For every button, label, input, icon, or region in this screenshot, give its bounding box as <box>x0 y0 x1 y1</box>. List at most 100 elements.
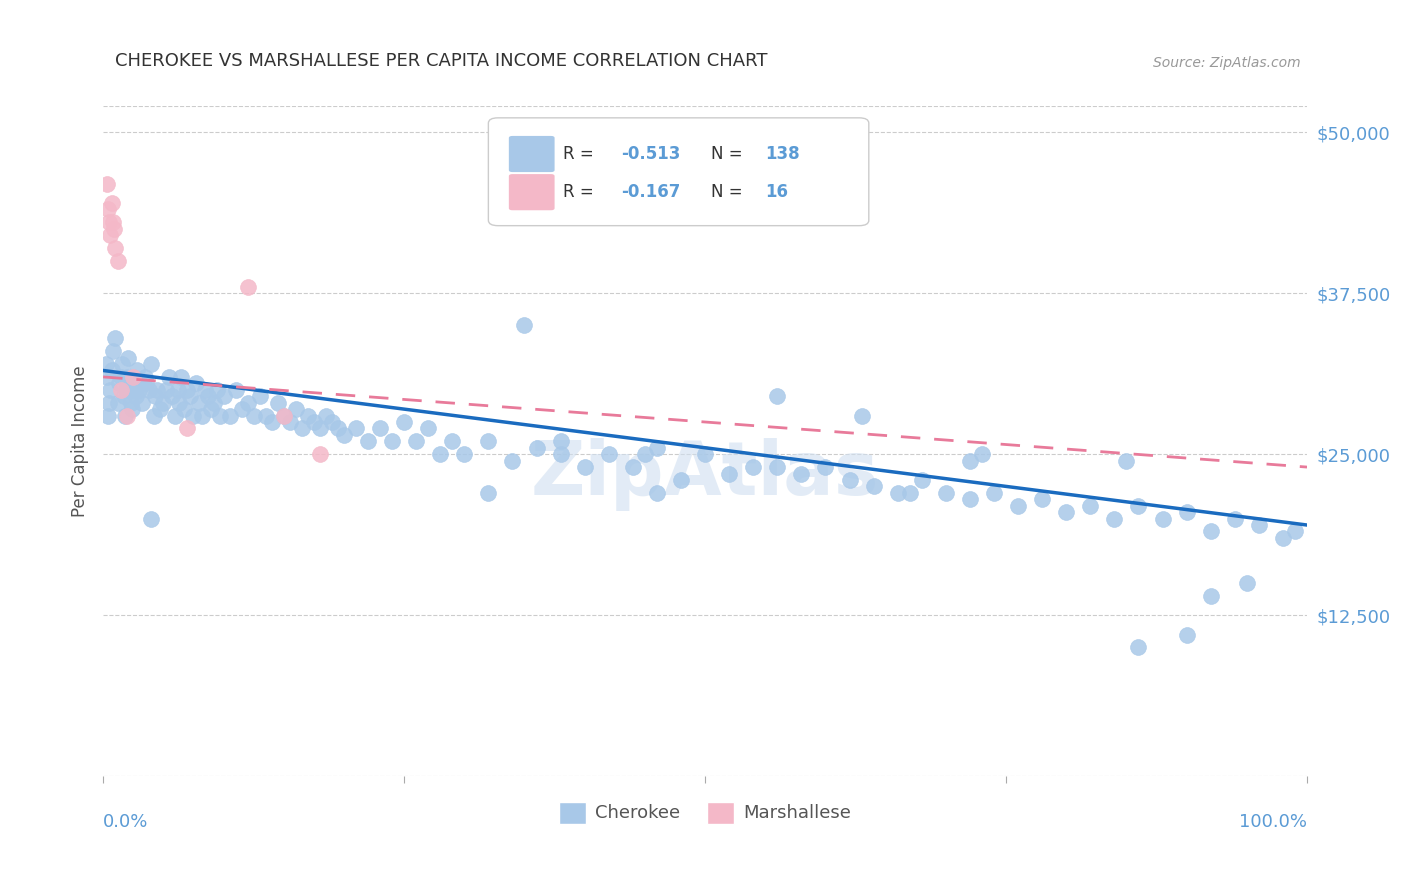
Point <box>598 447 620 461</box>
Point <box>254 409 277 423</box>
Point <box>118 383 141 397</box>
Point <box>121 402 143 417</box>
Point <box>98 395 121 409</box>
Point <box>212 389 235 403</box>
Point <box>107 376 129 391</box>
Text: R =: R = <box>562 183 599 202</box>
Point <box>194 383 217 397</box>
Point <box>141 357 163 371</box>
Point <box>100 196 122 211</box>
FancyBboxPatch shape <box>488 118 869 226</box>
Point <box>273 409 295 423</box>
Point <box>110 370 132 384</box>
Point <box>1104 511 1126 525</box>
Point <box>405 434 427 449</box>
Point <box>260 415 283 429</box>
Point <box>208 409 231 423</box>
Point <box>128 383 150 397</box>
Text: Source: ZipAtlas.com: Source: ZipAtlas.com <box>1153 55 1301 70</box>
Point <box>645 486 668 500</box>
Point <box>344 421 367 435</box>
Point <box>574 460 596 475</box>
Point <box>1007 499 1029 513</box>
Point <box>152 395 174 409</box>
Point <box>291 421 314 435</box>
Point <box>766 460 789 475</box>
Point <box>326 421 349 435</box>
Point <box>134 370 156 384</box>
Point <box>146 383 169 397</box>
Point <box>302 415 325 429</box>
Point <box>501 453 523 467</box>
Point <box>131 395 153 409</box>
Point <box>284 402 307 417</box>
Point <box>242 409 264 423</box>
Text: 100.0%: 100.0% <box>1239 813 1308 831</box>
Text: 138: 138 <box>765 145 800 163</box>
Point <box>114 409 136 423</box>
Point <box>321 415 343 429</box>
Y-axis label: Per Capita Income: Per Capita Income <box>72 366 89 517</box>
Point <box>115 383 138 397</box>
Point <box>851 409 873 423</box>
Point <box>96 177 118 191</box>
Point <box>790 467 813 481</box>
Point <box>1128 499 1150 513</box>
Point <box>1152 511 1174 525</box>
Point <box>104 241 127 255</box>
Point <box>911 473 934 487</box>
Point <box>959 453 981 467</box>
Point <box>297 409 319 423</box>
Point <box>718 467 741 481</box>
Point <box>160 389 183 403</box>
Point <box>1247 518 1270 533</box>
Point <box>104 331 127 345</box>
Point <box>441 434 464 449</box>
Point <box>117 351 139 365</box>
Point <box>112 389 135 403</box>
Point <box>970 447 993 461</box>
Point <box>111 357 134 371</box>
Point <box>621 460 644 475</box>
Text: 16: 16 <box>765 183 789 202</box>
Point <box>477 434 499 449</box>
Point <box>176 383 198 397</box>
Point <box>236 395 259 409</box>
Point <box>368 421 391 435</box>
Point <box>645 441 668 455</box>
Point <box>381 434 404 449</box>
Point <box>418 421 440 435</box>
Point <box>886 486 908 500</box>
Legend: Cherokee, Marshallese: Cherokee, Marshallese <box>551 794 859 830</box>
Point <box>218 409 240 423</box>
Point <box>141 511 163 525</box>
Point <box>1115 453 1137 467</box>
Text: -0.513: -0.513 <box>621 145 681 163</box>
Point <box>862 479 884 493</box>
Point <box>101 215 124 229</box>
Point <box>315 409 337 423</box>
Point <box>308 447 330 461</box>
Point <box>197 389 219 403</box>
Point <box>101 344 124 359</box>
Point <box>122 370 145 384</box>
Point <box>97 202 120 217</box>
Point <box>94 357 117 371</box>
Point <box>183 409 205 423</box>
Point <box>1236 576 1258 591</box>
Point <box>132 376 155 391</box>
Point <box>135 376 157 391</box>
Point <box>983 486 1005 500</box>
FancyBboxPatch shape <box>509 136 554 172</box>
Point <box>98 383 121 397</box>
Text: ZipAtlas: ZipAtlas <box>531 438 879 511</box>
Point <box>138 383 160 397</box>
Point <box>124 383 146 397</box>
Point <box>124 389 146 403</box>
Point <box>142 409 165 423</box>
Point <box>191 409 214 423</box>
Text: R =: R = <box>562 145 599 163</box>
Point <box>98 228 121 243</box>
Point <box>766 389 789 403</box>
Text: -0.167: -0.167 <box>621 183 681 202</box>
